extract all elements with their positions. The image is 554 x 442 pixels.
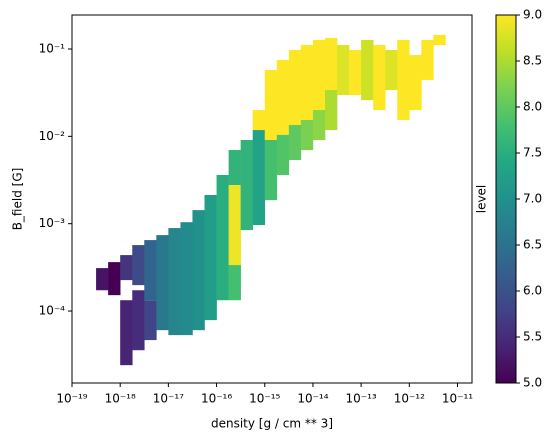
heatmap-cell [204, 195, 217, 321]
x-tick-label: 10⁻¹⁷ [153, 392, 184, 406]
heatmap-cell [300, 45, 314, 120]
colorbar-tick-label: 5.0 [523, 376, 542, 390]
heatmap-cell [228, 185, 241, 266]
x-tick-label: 10⁻¹⁹ [56, 392, 87, 406]
heatmap-cell [288, 124, 302, 160]
x-tick-label: 10⁻¹² [394, 392, 425, 406]
heatmap-cell [144, 300, 157, 341]
heatmap-cell [264, 69, 278, 141]
heatmap-cell [312, 39, 326, 111]
heatmap-cell [385, 49, 398, 91]
heatmap-cell [156, 235, 169, 331]
colorbar-tick-label: 7.5 [523, 146, 542, 160]
heatmap-cell [421, 39, 434, 80]
colorbar-tick-label: 9.0 [523, 8, 542, 22]
heatmap-cell [192, 210, 205, 331]
heatmap-cell [361, 39, 374, 101]
colorbar-tick-label: 8.5 [523, 54, 542, 68]
x-tick-label: 10⁻¹⁸ [105, 392, 136, 406]
colorbar-label: level [475, 185, 489, 214]
x-tick-label: 10⁻¹⁵ [249, 392, 280, 406]
colorbar [495, 14, 517, 384]
heatmap-cell [397, 39, 410, 120]
heatmap-cell [276, 60, 290, 135]
heatmap-cell [337, 45, 350, 96]
heatmap-cell [120, 300, 133, 366]
heatmap-cell [228, 265, 241, 301]
heatmap-cell [96, 268, 109, 291]
y-tick-label: 10⁻³ [39, 216, 66, 230]
heatmap-cell [132, 245, 145, 286]
heatmap-cell [132, 290, 145, 351]
heatmap-cell [144, 240, 157, 301]
heatmap-cell [216, 174, 229, 301]
x-tick-label: 10⁻¹¹ [442, 392, 473, 406]
heatmap-cell [409, 55, 422, 111]
heatmap-cell [240, 140, 253, 231]
plot-frame [71, 14, 473, 384]
heatmap-cell [325, 90, 338, 131]
x-tick-label: 10⁻¹³ [346, 392, 377, 406]
heatmap-cell [325, 37, 338, 91]
colorbar-tick-label: 7.0 [523, 192, 542, 206]
heatmap-cell [108, 262, 121, 296]
heatmap-cell [168, 228, 181, 336]
heatmap-cell [252, 130, 266, 226]
x-tick-label: 10⁻¹⁶ [201, 392, 232, 406]
x-axis-label: density [g / cm ** 3] [211, 417, 333, 431]
colorbar-tick-label: 6.5 [523, 238, 542, 252]
heatmap-cell [312, 110, 326, 141]
heatmap-cell [120, 255, 133, 281]
heatmap-cell [228, 150, 241, 186]
heatmap-cell [276, 134, 290, 175]
heatmap-cell [300, 119, 314, 151]
heatmap-cell [373, 45, 386, 111]
heatmap-cell [264, 140, 278, 201]
heatmap-cell [288, 49, 302, 125]
y-axis-label: B_field [G] [11, 168, 25, 231]
colorbar-tick-label: 6.0 [523, 284, 542, 298]
y-tick-label: 10⁻² [39, 129, 66, 143]
heatmap-cell [180, 222, 193, 336]
heatmap-cell [433, 34, 446, 46]
y-tick-label: 10⁻¹ [39, 41, 66, 55]
heatmap-cell [252, 110, 266, 131]
x-tick-label: 10⁻¹⁴ [297, 392, 328, 406]
y-tick-label: 10⁻⁴ [39, 304, 66, 318]
colorbar-tick-label: 5.5 [523, 330, 542, 344]
colorbar-tick-label: 8.0 [523, 100, 542, 114]
heatmap-cell [349, 49, 362, 96]
